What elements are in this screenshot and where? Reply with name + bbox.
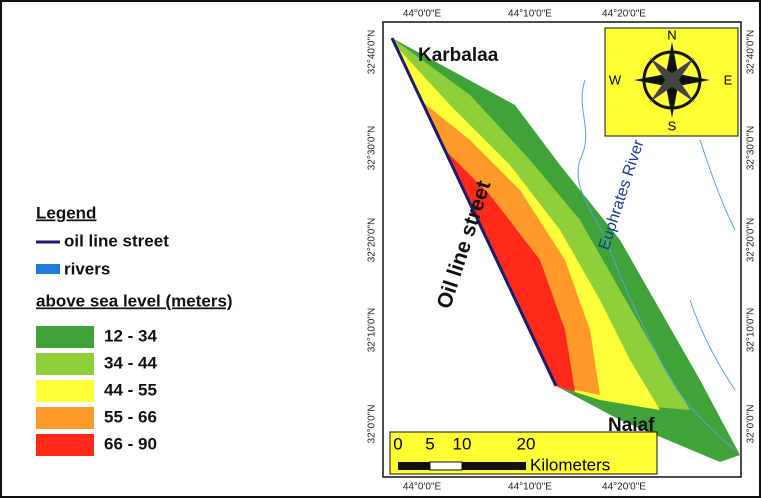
scale-seg xyxy=(398,462,430,470)
longitude-label: 44°10'0"E xyxy=(508,482,552,493)
legend-label: 66 - 90 xyxy=(104,434,157,453)
legend-title: Legend xyxy=(36,203,96,222)
compass-letter: N xyxy=(667,27,676,42)
legend-swatch xyxy=(36,353,94,375)
latitude-label: 32°20'0"N xyxy=(746,218,757,263)
legend-label: rivers xyxy=(64,259,110,278)
legend-swatch xyxy=(36,407,94,429)
legend-label: 12 - 34 xyxy=(104,326,157,345)
scale-tick: 10 xyxy=(453,434,472,453)
scale-seg xyxy=(430,462,462,470)
scale-bar: 0 5 10 20 Kilometers xyxy=(390,432,657,474)
latitude-label: 32°30'0"N xyxy=(367,126,378,171)
scale-tick: 20 xyxy=(517,434,536,453)
compass: N E S W xyxy=(605,27,738,136)
compass-letter: E xyxy=(724,72,733,87)
legend-label: 55 - 66 xyxy=(104,407,157,426)
compass-letter: S xyxy=(668,118,677,133)
longitude-label: 44°0'0"E xyxy=(403,9,442,20)
map-figure: Karbalaa Naiaf Oil line street Euphrates… xyxy=(0,0,761,498)
place-label: Karbalaa xyxy=(418,45,499,66)
latitude-label: 32°0'0"N xyxy=(746,405,757,444)
latitude-label: 32°10'0"N xyxy=(746,308,757,353)
latitude-label: 32°10'0"N xyxy=(367,308,378,353)
latitude-label: 32°0'0"N xyxy=(367,405,378,444)
compass-letter: W xyxy=(609,72,622,87)
legend-label: oil line street xyxy=(64,231,169,250)
legend-swatch xyxy=(36,434,94,456)
legend-label: 34 - 44 xyxy=(104,353,157,372)
longitude-label: 44°0'0"E xyxy=(403,482,442,493)
legend-swatch xyxy=(36,326,94,348)
legend-swatch xyxy=(36,264,60,274)
longitude-label: 44°20'0"E xyxy=(602,9,646,20)
scale-tick: 5 xyxy=(425,434,434,453)
latitude-label: 32°30'0"N xyxy=(746,126,757,171)
latitude-label: 32°40'0"N xyxy=(367,30,378,75)
legend-label: 44 - 55 xyxy=(104,380,157,399)
legend-subtitle: above sea level (meters) xyxy=(36,291,233,310)
legend-swatch xyxy=(36,380,94,402)
latitude-label: 32°20'0"N xyxy=(367,218,378,263)
scale-tick: 0 xyxy=(393,434,402,453)
latitude-label: 32°40'0"N xyxy=(746,30,757,75)
longitude-label: 44°10'0"E xyxy=(508,9,552,20)
longitude-label: 44°20'0"E xyxy=(602,482,646,493)
scale-seg xyxy=(462,462,526,470)
scale-unit: Kilometers xyxy=(530,455,610,474)
